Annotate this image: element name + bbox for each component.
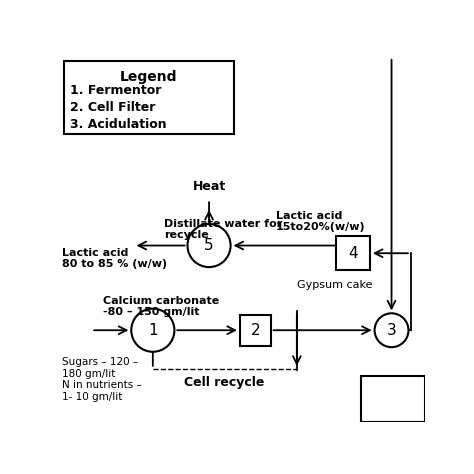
Text: Lactic acid
15to20%(w/w): Lactic acid 15to20%(w/w) (276, 211, 365, 232)
Bar (336, 237, 370, 270)
Circle shape (188, 224, 231, 267)
Circle shape (374, 313, 409, 347)
Text: 2: 2 (250, 323, 260, 338)
Text: Sugars – 120 –
180 gm/lit
N in nutrients –
1- 10 gm/lit: Sugars – 120 – 180 gm/lit N in nutrients… (62, 357, 142, 402)
Text: 2. Cell Filter: 2. Cell Filter (71, 101, 156, 114)
Text: 4: 4 (348, 246, 358, 261)
Text: 1. Fermentor: 1. Fermentor (71, 84, 162, 97)
Text: Calcium carbonate
-80 – 150 gm/lit: Calcium carbonate -80 – 150 gm/lit (103, 296, 219, 317)
Text: Lactic acid
80 to 85 % (w/w): Lactic acid 80 to 85 % (w/w) (62, 248, 167, 269)
Text: 3: 3 (387, 323, 396, 338)
Text: 5: 5 (204, 238, 214, 253)
Text: Legend: Legend (120, 70, 178, 84)
Text: Gypsum cake: Gypsum cake (297, 280, 372, 290)
Bar (64, 61, 234, 134)
Bar (361, 376, 425, 422)
Text: Cell recycle: Cell recycle (184, 376, 264, 390)
Bar (240, 315, 271, 346)
Text: Distillate water for
recycle: Distillate water for recycle (164, 219, 283, 240)
Circle shape (131, 309, 174, 352)
Text: 3. Acidulation: 3. Acidulation (71, 118, 167, 131)
Text: Heat: Heat (192, 180, 226, 193)
Text: 1: 1 (148, 323, 158, 338)
